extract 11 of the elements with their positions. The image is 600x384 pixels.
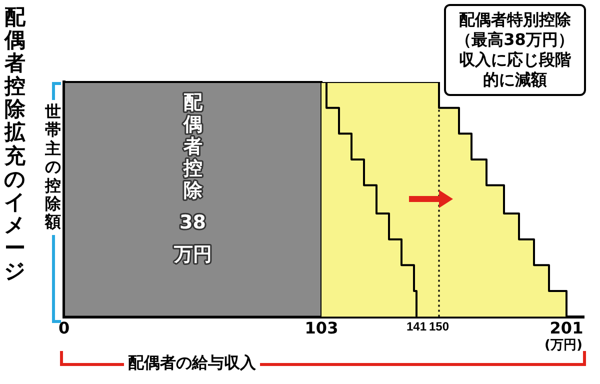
chart-title: 配偶者控除拡充のイメージ: [4, 5, 26, 284]
y-axis-title: 世帯主の控除額: [45, 102, 61, 232]
band-label: 配偶者控除 38 万円: [172, 91, 212, 266]
x-axis-title: 配偶者の給与収入: [124, 352, 260, 374]
x-tick-label: 150: [428, 319, 450, 334]
x-tick-label: 103: [304, 318, 338, 338]
x-tick-label: 201: [550, 318, 584, 338]
text: (万円): [544, 336, 582, 354]
x-tick-label: 141: [406, 319, 427, 334]
annotation: 配偶者特別控除（最高38万円）収入に応じ段階的に減額: [444, 4, 586, 96]
x-tick-label: 0: [58, 318, 70, 338]
